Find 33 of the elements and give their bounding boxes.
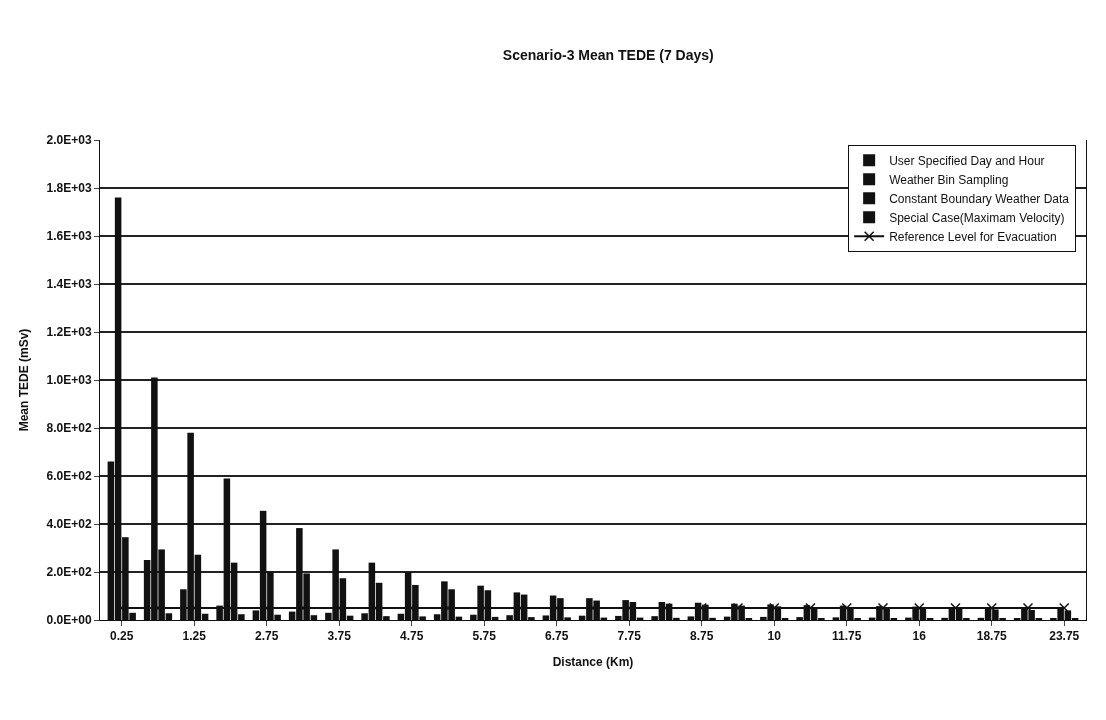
- y-tick-label: 1.2E+03: [46, 325, 92, 340]
- x-tick-label: 18.75: [976, 629, 1008, 644]
- x-tick-label: 4.75: [400, 629, 424, 644]
- x-tick-label: 16: [912, 629, 927, 644]
- x-tick-label: 1.25: [182, 629, 207, 644]
- legend-label: User Specified Day and Hour: [889, 153, 1045, 168]
- legend-label: Constant Boundary Weather Data: [889, 191, 1070, 206]
- x-tick-label: 3.75: [327, 629, 352, 644]
- x-tick-label: 8.75: [690, 629, 714, 644]
- legend-label: Weather Bin Sampling: [889, 172, 1009, 187]
- x-tick-label: 7.75: [617, 629, 642, 644]
- y-tick-label: 0.0E+00: [46, 613, 92, 628]
- x-tick-label: 2.75: [255, 629, 279, 644]
- y-tick-label: 4.0E+02: [46, 517, 92, 532]
- x-tick-label: 6.75: [545, 629, 569, 644]
- x-tick-label: 11.75: [832, 629, 862, 644]
- y-tick-label: 2.0E+02: [46, 565, 92, 580]
- x-tick-label: 0.25: [110, 629, 134, 644]
- legend-label: Special Case(Maximam Velocity): [889, 210, 1065, 225]
- y-tick-label: 6.0E+02: [46, 469, 92, 484]
- y-tick-label: 1.8E+03: [46, 181, 92, 196]
- x-tick-label: 5.75: [472, 629, 497, 644]
- y-tick-label: 2.0E+03: [46, 133, 92, 148]
- chart-title: Scenario-3 Mean TEDE (7 Days): [502, 47, 714, 64]
- y-tick-label: 1.6E+03: [46, 229, 92, 244]
- x-tick-label: 23.75: [1049, 629, 1080, 644]
- legend-label: Reference Level for Evacuation: [889, 229, 1057, 244]
- y-tick-label: 8.0E+02: [46, 421, 92, 436]
- x-tick-label: 10: [767, 629, 782, 644]
- y-axis-title: Mean TEDE (mSv): [16, 328, 31, 432]
- x-axis-title: Distance (Km): [552, 655, 634, 670]
- y-tick-label: 1.0E+03: [46, 373, 92, 388]
- y-tick-label: 1.4E+03: [46, 277, 92, 292]
